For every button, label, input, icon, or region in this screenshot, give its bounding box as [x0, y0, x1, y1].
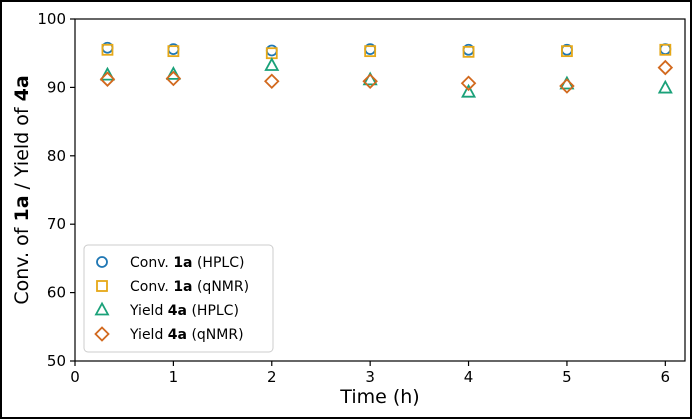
- legend-marker: [96, 280, 108, 292]
- data-point: [559, 78, 575, 94]
- y-tick-label: 90: [47, 78, 66, 96]
- y-tick-label: 70: [47, 215, 66, 233]
- legend-marker: [96, 256, 108, 268]
- series-diamond: [99, 59, 674, 94]
- data-point: [265, 44, 278, 57]
- y-axis-label: Conv. of 1a / Yield of 4a: [11, 75, 33, 304]
- legend-label-part: Yield: [129, 327, 168, 343]
- series-triangle: [99, 57, 673, 98]
- data-point: [167, 45, 180, 58]
- data-point: [99, 71, 116, 87]
- legend-label: Yield 4a (HPLC): [129, 303, 239, 319]
- y-tick-label: 50: [47, 352, 66, 370]
- legend-marker: [94, 301, 110, 316]
- series-circle: [101, 41, 672, 57]
- data-point: [561, 45, 573, 58]
- y-tick-label: 60: [47, 284, 66, 302]
- plot-area: [74, 18, 686, 362]
- legend-label-part: 1a: [173, 279, 192, 295]
- y-axis-label-part: 4a: [11, 75, 33, 101]
- x-tick-label: 6: [661, 368, 671, 386]
- data-point: [165, 70, 182, 87]
- y-tick-label: 100: [37, 10, 66, 28]
- legend-label-part: 4a: [168, 327, 187, 343]
- legend-label: Yield 4a (qNMR): [129, 327, 244, 343]
- series-square: [101, 43, 672, 60]
- data-point: [364, 45, 377, 58]
- x-axis-label: Time (h): [339, 386, 419, 408]
- y-axis-label-part: Conv. of: [11, 222, 33, 305]
- data-point: [264, 73, 280, 90]
- legend-label-part: (qNMR): [187, 327, 244, 343]
- legend-box: [83, 244, 274, 353]
- legend-label-part: 4a: [168, 303, 187, 319]
- data-point: [101, 43, 114, 56]
- legend-label-part: (qNMR): [193, 279, 250, 295]
- data-point: [99, 66, 115, 81]
- x-tick-label: 3: [365, 368, 375, 386]
- y-tick-label: 80: [47, 147, 66, 165]
- data-point: [362, 73, 378, 90]
- legend-label-part: Yield: [129, 303, 168, 319]
- y-axis-label-part: / Yield of: [11, 101, 33, 195]
- y-axis-label-part: 1a: [11, 195, 33, 221]
- data-point: [165, 66, 181, 80]
- legend-label-part: 1a: [173, 255, 192, 271]
- x-tick-label: 5: [562, 368, 572, 386]
- data-point: [462, 45, 475, 58]
- legend-label-part: Conv.: [130, 255, 173, 271]
- x-tick-label: 0: [70, 368, 80, 386]
- legend-label: Conv. 1a (HPLC): [130, 255, 244, 271]
- legend-label-part: Conv.: [130, 279, 173, 295]
- legend-label-part: (HPLC): [187, 303, 239, 319]
- legend-label-part: (HPLC): [193, 255, 245, 271]
- x-tick-label: 4: [464, 368, 474, 386]
- data-point: [460, 75, 477, 92]
- data-point: [659, 43, 672, 56]
- legend-marker: [94, 326, 110, 342]
- data-point: [657, 79, 673, 94]
- legend-label: Conv. 1a (qNMR): [130, 279, 249, 295]
- data-point: [657, 59, 674, 76]
- x-tick-label: 1: [169, 368, 179, 386]
- data-point: [264, 57, 280, 71]
- x-tick-label: 2: [267, 368, 277, 386]
- data-point: [461, 83, 477, 98]
